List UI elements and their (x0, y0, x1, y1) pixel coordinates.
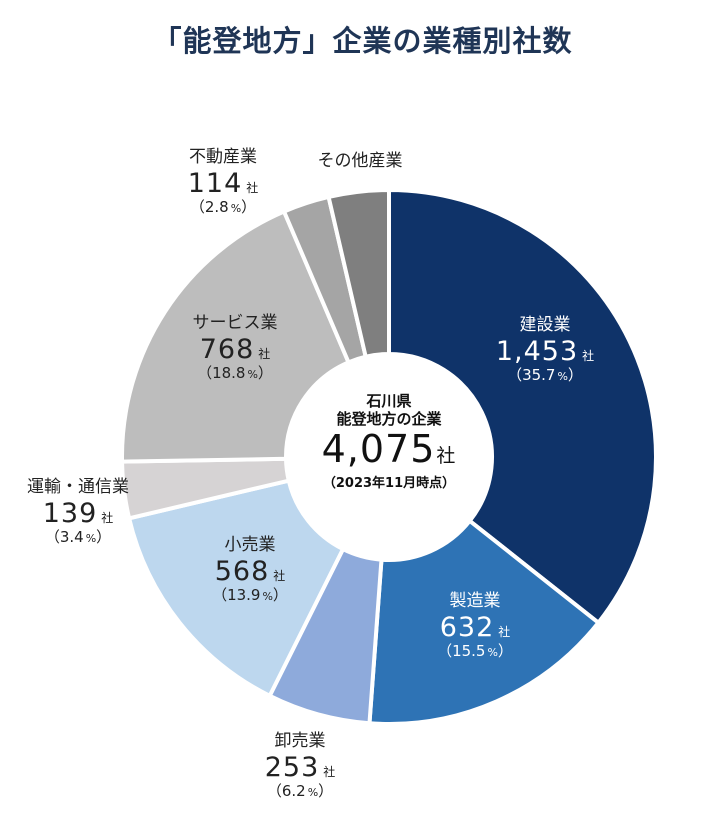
slice-manufacturing (367, 518, 602, 726)
slice-other-industries (326, 187, 391, 360)
label-wholesale: 卸売業 253 社 （6.2%） (264, 731, 336, 800)
label-construction: 建設業 1,453 社 （35.7%） (495, 315, 595, 384)
center-total: 4,075社 (321, 427, 457, 471)
center-prefecture: 石川県 (366, 392, 412, 410)
slice-services (120, 208, 352, 464)
center-label: 石川県 能登地方の企業 4,075社 （2023年11月時点） (289, 392, 489, 491)
slice-construction (387, 187, 658, 626)
slice-retail (126, 478, 346, 699)
center-region: 能登地方の企業 (336, 410, 442, 428)
label-transport-communication: 運輸・通信業 139 社 （3.4%） (27, 477, 129, 546)
label-other-industries: その他産業 (317, 151, 403, 171)
chart-title: 「能登地方」企業の業種別社数 (152, 24, 573, 58)
label-retail: 小売業 568 社 （13.9%） (212, 535, 288, 604)
label-services: サービス業 768 社 （18.8%） (192, 313, 278, 382)
label-real-estate: 不動産業 114 社 （2.8%） (187, 147, 259, 216)
label-manufacturing: 製造業 632 社 （15.5%） (437, 591, 513, 660)
center-as-of-date: （2023年11月時点） (322, 475, 456, 491)
